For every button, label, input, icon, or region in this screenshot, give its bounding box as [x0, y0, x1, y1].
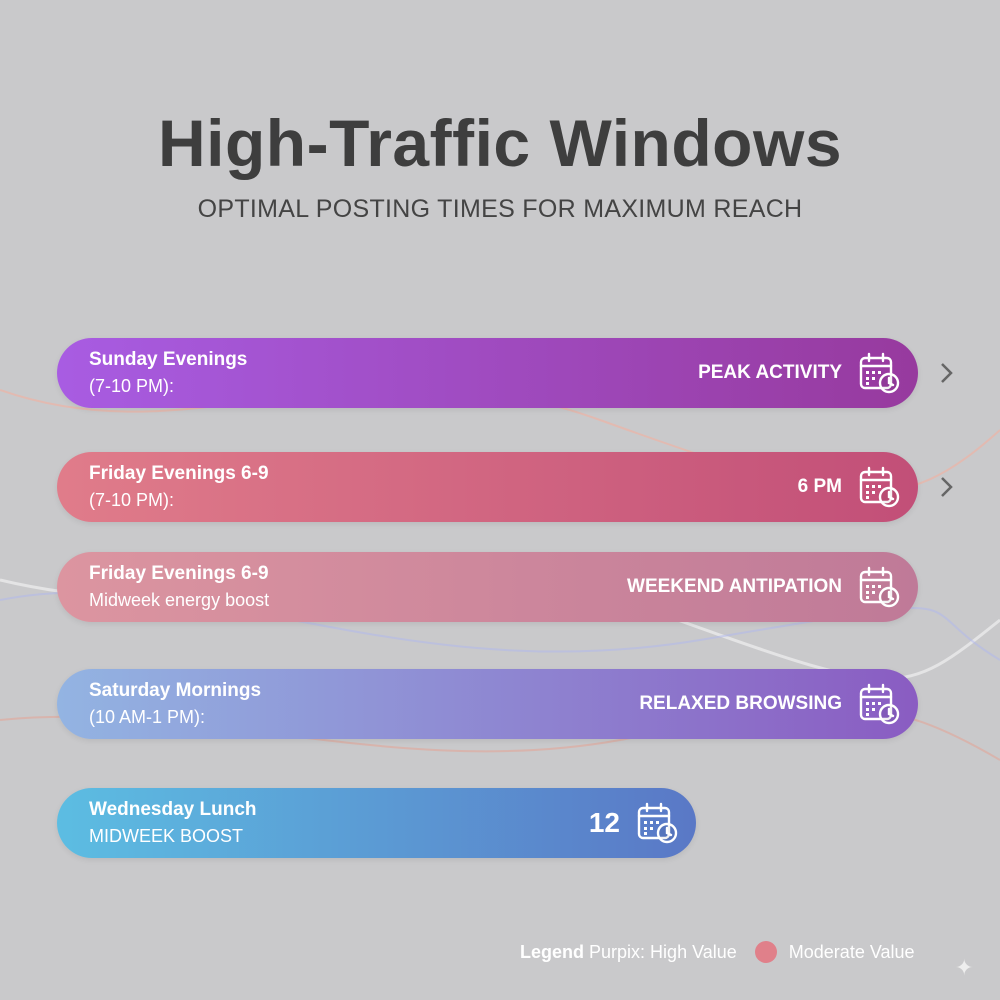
row-text: Sunday Evenings (7-10 PM): — [89, 347, 698, 399]
calendar-clock-icon — [858, 466, 900, 508]
time-window-row[interactable]: Friday Evenings 6-9 Midweek energy boost W… — [57, 552, 918, 622]
time-window-row[interactable]: Saturday Mornings (10 AM-1 PM): RELAXED BR… — [57, 669, 918, 739]
page-subtitle: OPTIMAL POSTING TIMES FOR MAXIMUM REACH — [197, 195, 803, 223]
row-text: Friday Evenings 6-9 (7-10 PM): — [89, 461, 798, 513]
row-subtitle: (7-10 PM): — [89, 490, 175, 510]
legend-title: Legend — [520, 941, 585, 962]
time-window-row[interactable]: Wednesday Lunch MIDWEEK BOOST 12 — [57, 788, 696, 858]
row-subtitle: (10 AM-1 PM): — [89, 707, 206, 727]
row-text: Wednesday Lunch MIDWEEK BOOST — [89, 797, 589, 849]
page-title: High-Traffic Windows — [157, 106, 843, 180]
row-label: RELAXED BROWSING — [639, 693, 842, 714]
chevron-right-icon[interactable] — [934, 361, 958, 385]
time-window-row[interactable]: Sunday Evenings (7-10 PM): PEAK ACTIVITY — [57, 338, 918, 408]
row-subtitle: Midweek energy boost — [89, 590, 270, 610]
row-title: Friday Evenings 6-9 — [89, 563, 269, 584]
row-label: 12 — [588, 807, 620, 838]
row-title: Saturday Mornings — [89, 680, 262, 701]
row-title: Wednesday Lunch — [89, 799, 257, 820]
row-subtitle: MIDWEEK BOOST — [89, 826, 244, 846]
row-text: Friday Evenings 6-9 Midweek energy boost — [89, 561, 627, 613]
row-title: Friday Evenings 6-9 — [89, 463, 269, 484]
row-label: PEAK ACTIVITY — [698, 362, 842, 383]
legend-moderate: Moderate Value — [788, 941, 915, 962]
row-subtitle: (7-10 PM): — [89, 376, 175, 396]
calendar-clock-icon — [858, 683, 900, 725]
legend-high: Purpix: High Value — [589, 941, 737, 962]
time-window-row[interactable]: Friday Evenings 6-9 (7-10 PM): 6 PM — [57, 452, 918, 522]
row-label: 6 PM — [797, 476, 842, 497]
sparkle-icon: ✦ — [955, 955, 974, 980]
legend-moderate-dot — [754, 941, 777, 963]
row-title: Sunday Evenings — [89, 349, 248, 370]
row-label: WEEKEND ANTIPATION — [627, 576, 842, 597]
calendar-clock-icon — [858, 566, 900, 608]
calendar-clock-icon — [636, 802, 678, 844]
legend: Legend Purpix: High Value Moderate Value — [520, 941, 915, 963]
calendar-clock-icon — [858, 352, 900, 394]
row-text: Saturday Mornings (10 AM-1 PM): — [89, 678, 639, 730]
chevron-right-icon[interactable] — [934, 475, 958, 499]
